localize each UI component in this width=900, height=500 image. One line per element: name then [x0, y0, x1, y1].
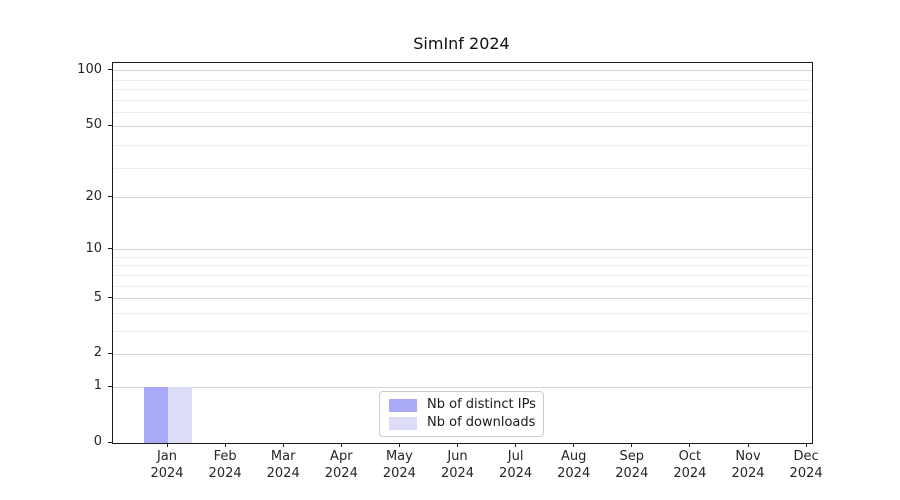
x-axis-tick	[631, 443, 633, 447]
x-axis-tick	[689, 443, 691, 447]
x-axis-tick-label: Feb 2024	[208, 449, 242, 481]
gridline-minor	[113, 99, 812, 101]
y-axis-tick-label: 20	[85, 188, 102, 204]
legend-swatch	[389, 398, 417, 412]
y-axis-tick	[108, 297, 112, 299]
x-axis-tick-label: Aug 2024	[557, 449, 591, 481]
x-axis-tick	[747, 443, 749, 447]
y-axis-tick	[108, 196, 112, 198]
x-axis-tick	[573, 443, 575, 447]
gridline-major	[113, 197, 812, 199]
legend-item: Nb of distinct IPs	[389, 397, 536, 413]
legend-item-label: Nb of downloads	[427, 415, 536, 430]
gridline-minor	[113, 274, 812, 276]
x-axis-tick-label: Mar 2024	[266, 449, 300, 481]
bar-nb-of-downloads-1	[168, 387, 192, 443]
x-axis-tick	[282, 443, 284, 447]
y-axis-tick	[108, 69, 112, 71]
x-axis-tick-label: Jun 2024	[440, 449, 475, 481]
x-axis-tick	[340, 443, 342, 447]
y-axis-tick	[108, 352, 112, 354]
x-axis-tick	[805, 443, 807, 447]
y-axis-tick	[108, 385, 112, 387]
x-axis-tick-label: Jan 2024	[150, 449, 184, 481]
legend-item-label: Nb of distinct IPs	[427, 397, 536, 412]
x-axis-tick-label: Dec 2024	[789, 449, 823, 481]
x-axis-tick	[166, 443, 168, 447]
chart-title: SimInf 2024	[413, 34, 510, 53]
y-axis-tick-label: 2	[93, 345, 102, 361]
gridline-major	[113, 249, 812, 251]
gridline-major	[113, 353, 812, 355]
x-axis-tick	[515, 443, 517, 447]
x-axis-tick-label: May 2024	[382, 449, 416, 481]
y-axis-tick-label: 5	[93, 289, 102, 305]
gridline-major	[113, 70, 812, 72]
gridline-minor	[113, 145, 812, 147]
y-axis-tick-label: 1	[93, 378, 102, 394]
gridline-major	[113, 298, 812, 300]
y-axis-tick-label: 100	[77, 61, 102, 77]
gridline-minor	[113, 330, 812, 332]
gridline-minor	[113, 256, 812, 258]
gridline-minor	[113, 265, 812, 267]
plot-area	[112, 62, 813, 444]
y-axis-tick-label: 10	[85, 240, 102, 256]
x-axis-tick	[398, 443, 400, 447]
gridline-major	[113, 386, 812, 388]
x-axis-tick-label: Jul 2024	[499, 449, 533, 481]
gridline-minor	[113, 312, 812, 314]
y-axis-tick	[108, 441, 112, 443]
x-axis-tick-label: Nov 2024	[731, 449, 765, 481]
gridline-minor	[113, 79, 812, 81]
legend-swatch	[389, 416, 417, 430]
x-axis-tick	[224, 443, 226, 447]
x-axis-tick-label: Oct 2024	[673, 449, 707, 481]
gridline-minor	[113, 168, 812, 170]
y-axis-tick	[108, 248, 112, 250]
legend-item: Nb of downloads	[389, 415, 536, 431]
y-axis-tick-label: 0	[93, 434, 102, 449]
x-axis-tick-label: Sep 2024	[615, 449, 649, 481]
y-axis-tick	[108, 124, 112, 126]
gridline-minor	[113, 89, 812, 91]
gridline-major	[113, 125, 812, 127]
x-axis-tick	[457, 443, 458, 447]
gridline-minor	[113, 285, 812, 287]
legend: Nb of distinct IPs Nb of downloads	[379, 391, 544, 437]
bar-nb-of-distinct-ips-1	[144, 387, 168, 443]
y-axis-tick-label: 50	[85, 117, 102, 133]
x-axis-tick-label: Apr 2024	[324, 449, 358, 481]
gridline-minor	[113, 112, 812, 114]
